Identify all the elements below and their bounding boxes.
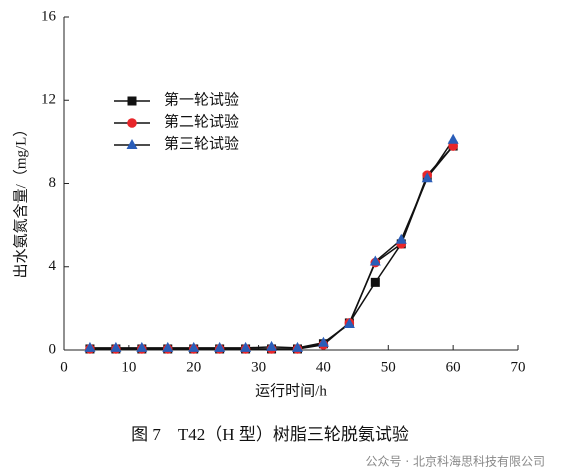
marker-square — [370, 277, 380, 287]
x-tick-label: 30 — [251, 359, 266, 375]
marker-triangle — [188, 341, 200, 352]
marker-triangle — [162, 341, 174, 352]
legend-marker — [127, 118, 137, 128]
y-axis-label: 出水氨氮含量/（mg/L） — [12, 122, 29, 279]
y-tick-label: 16 — [41, 8, 57, 24]
y-tick-label: 12 — [41, 92, 56, 108]
x-tick-label: 0 — [60, 359, 68, 375]
marker-triangle — [291, 341, 303, 352]
marker-triangle — [369, 255, 381, 266]
marker-triangle — [447, 133, 459, 144]
legend-label: 第三轮试验 — [164, 134, 239, 152]
marker-triangle — [110, 341, 122, 352]
x-tick-label: 70 — [511, 359, 526, 375]
x-tick-label: 50 — [381, 359, 396, 375]
marker-triangle — [317, 336, 329, 347]
marker-triangle — [240, 341, 252, 352]
marker-triangle — [136, 341, 148, 352]
x-tick-label: 10 — [121, 359, 136, 375]
marker-triangle — [395, 233, 407, 244]
marker-triangle — [266, 340, 278, 351]
marker-triangle — [343, 317, 355, 328]
legend-label: 第二轮试验 — [164, 112, 239, 130]
marker-triangle — [421, 172, 433, 183]
x-axis-label: 运行时间/h — [255, 382, 327, 399]
x-tick-label: 20 — [186, 359, 201, 375]
x-tick-label: 60 — [446, 359, 461, 375]
y-tick-label: 0 — [49, 341, 57, 357]
marker-triangle — [214, 341, 226, 352]
legend-label: 第一轮试验 — [164, 90, 239, 108]
watermark: 公众号 · 北京科海思科技有限公司 — [366, 454, 545, 469]
y-tick-label: 4 — [49, 258, 57, 274]
legend-marker — [126, 139, 138, 149]
legend-marker — [127, 96, 137, 106]
y-tick-label: 8 — [49, 175, 57, 191]
marker-triangle — [84, 341, 96, 352]
x-tick-label: 40 — [316, 359, 331, 375]
chart-title: 图 7 T42（H 型）树脂三轮脱氨试验 — [131, 425, 409, 444]
